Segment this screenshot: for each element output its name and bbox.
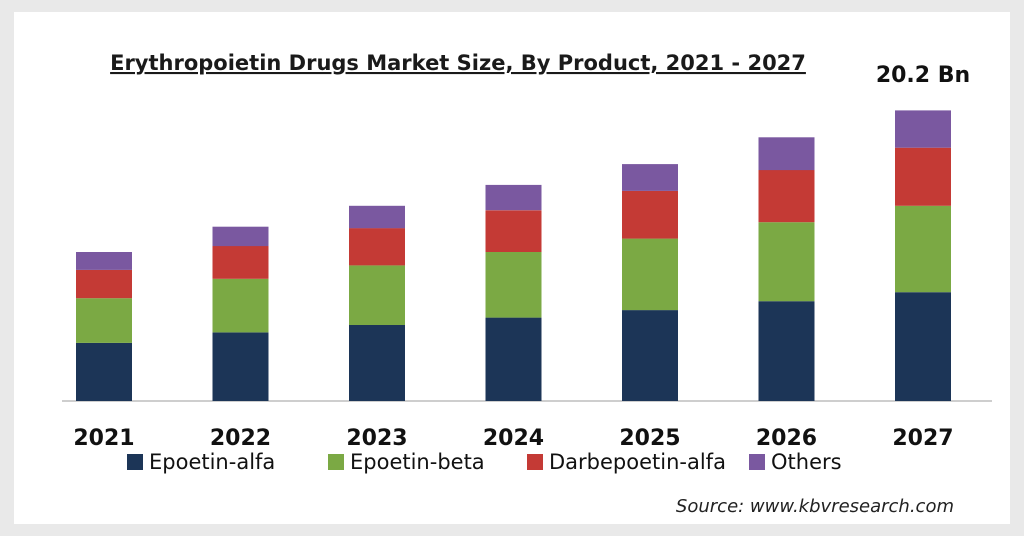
bar-segment-darbepoetin-alfa-2021 — [76, 269, 132, 299]
bar-segment-epoetin-beta-2023 — [349, 265, 405, 325]
legend-item-epoetin-beta: Epoetin-beta — [328, 450, 485, 474]
x-tick-label-2023: 2023 — [346, 426, 407, 451]
bar-segment-epoetin-beta-2021 — [76, 298, 132, 343]
legend-swatch — [527, 454, 543, 470]
chart-title: Erythropoietin Drugs Market Size, By Pro… — [110, 51, 806, 75]
bar-segment-epoetin-beta-2024 — [485, 252, 542, 318]
x-tick-label-2027: 2027 — [892, 426, 953, 451]
x-tick-label-2022: 2022 — [210, 426, 271, 451]
legend-label: Epoetin-beta — [350, 450, 485, 474]
bar-segment-others-2026 — [758, 137, 815, 171]
x-tick-label-2026: 2026 — [756, 426, 817, 451]
source-note: Source: www.kbvresearch.com — [676, 496, 954, 517]
bar-segment-epoetin-beta-2022 — [212, 278, 269, 333]
legend-swatch — [328, 454, 344, 470]
annotations: 20.2 Bn — [876, 63, 970, 88]
stacked-bar-chart: Erythropoietin Drugs Market Size, By Pro… — [62, 51, 992, 517]
x-tick-label-2024: 2024 — [483, 426, 544, 451]
bar-segment-darbepoetin-alfa-2022 — [212, 246, 269, 279]
bar-segment-darbepoetin-alfa-2026 — [758, 170, 815, 223]
x-tick-label-2021: 2021 — [73, 426, 134, 451]
bar-segment-epoetin-alfa-2027 — [895, 292, 951, 401]
legend-swatch — [749, 454, 765, 470]
bar-segment-epoetin-alfa-2024 — [485, 317, 542, 401]
x-tick-label-2025: 2025 — [619, 426, 680, 451]
bar-segment-epoetin-beta-2026 — [758, 222, 815, 302]
legend-item-others: Others — [749, 450, 842, 474]
bar-segment-others-2024 — [485, 184, 542, 211]
bar-segment-darbepoetin-alfa-2025 — [622, 190, 678, 239]
legend-item-darbepoetin-alfa: Darbepoetin-alfa — [527, 450, 726, 474]
bar-segment-darbepoetin-alfa-2024 — [485, 210, 542, 252]
bar-segment-others-2025 — [622, 164, 678, 191]
x-tick-labels: 2021 2022 2023 2024 2025 2026 2027 — [73, 426, 953, 451]
chart-card: Erythropoietin Drugs Market Size, By Pro… — [14, 12, 1010, 524]
bar-segment-epoetin-alfa-2021 — [76, 342, 132, 401]
legend-label: Darbepoetin-alfa — [549, 450, 726, 474]
legend: Epoetin-alfa Epoetin-beta Darbepoetin-alfa… — [127, 450, 842, 474]
bar-segment-epoetin-alfa-2025 — [622, 310, 678, 401]
legend-label: Epoetin-alfa — [149, 450, 275, 474]
bar-segment-others-2022 — [212, 226, 269, 247]
legend-label: Others — [771, 450, 842, 474]
bars-layer — [76, 110, 951, 401]
bar-segment-others-2021 — [76, 252, 132, 270]
legend-item-epoetin-alfa: Epoetin-alfa — [127, 450, 275, 474]
bar-segment-darbepoetin-alfa-2023 — [349, 228, 405, 266]
bar-segment-others-2027 — [895, 110, 951, 148]
bar-segment-epoetin-beta-2027 — [895, 205, 951, 293]
bar-segment-epoetin-alfa-2023 — [349, 325, 405, 401]
bar-segment-epoetin-beta-2025 — [622, 238, 678, 311]
bar-segment-epoetin-alfa-2026 — [758, 301, 815, 401]
bar-segment-others-2023 — [349, 205, 405, 229]
legend-swatch — [127, 454, 143, 470]
bar-segment-epoetin-alfa-2022 — [212, 332, 269, 401]
total-annotation-2027: 20.2 Bn — [876, 63, 970, 88]
bar-segment-darbepoetin-alfa-2027 — [895, 147, 951, 206]
